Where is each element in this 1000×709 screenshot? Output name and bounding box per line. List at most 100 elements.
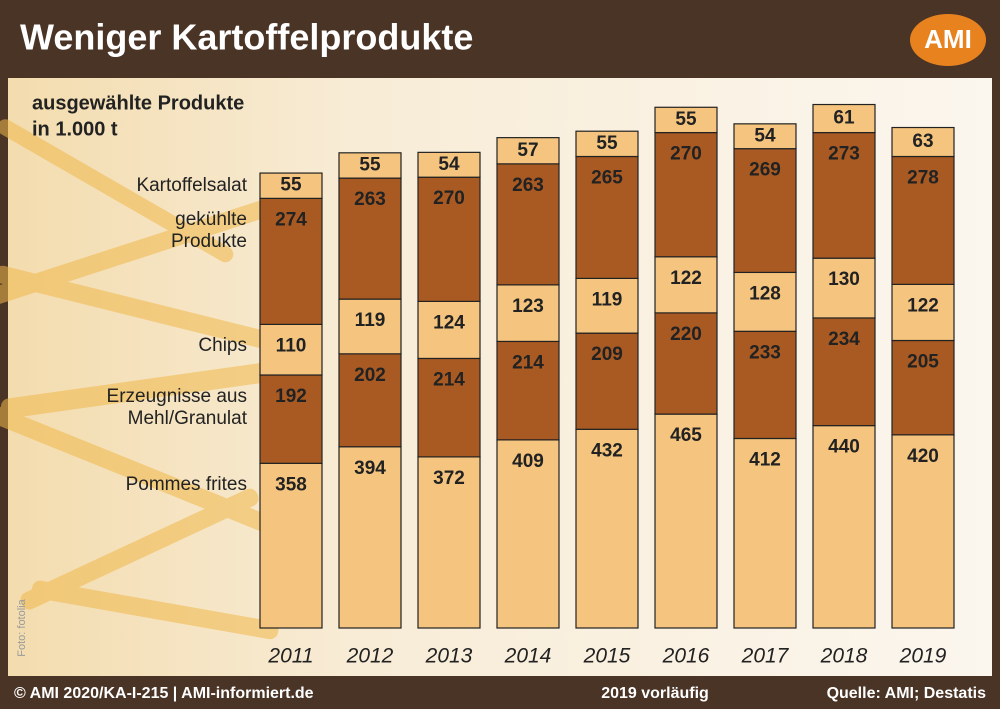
bar-segment bbox=[812, 131, 876, 259]
fries-decoration bbox=[0, 119, 303, 640]
value-label: 440 bbox=[828, 437, 860, 458]
x-tick-label: 2011 bbox=[267, 645, 313, 668]
value-label: 205 bbox=[907, 352, 939, 373]
value-label: 130 bbox=[828, 269, 860, 290]
bar-segment bbox=[417, 300, 481, 360]
value-label: 420 bbox=[907, 446, 939, 467]
chart-title: Weniger Kartoffelprodukte bbox=[20, 17, 473, 58]
value-label: 263 bbox=[354, 189, 386, 210]
value-label: 214 bbox=[512, 352, 544, 373]
bar-segment bbox=[259, 197, 323, 326]
bar-segment bbox=[891, 339, 955, 436]
bar-segment bbox=[259, 462, 323, 629]
bar-segment bbox=[575, 332, 639, 430]
value-label: 63 bbox=[912, 131, 933, 152]
logo: AMI bbox=[924, 24, 972, 54]
bar-segment bbox=[812, 317, 876, 427]
bar-segment bbox=[733, 148, 797, 274]
value-label: 220 bbox=[670, 324, 702, 345]
value-label: 273 bbox=[828, 144, 860, 165]
legend-label: gekühlte Produkte bbox=[170, 209, 247, 253]
bar-segment bbox=[417, 151, 481, 178]
value-label: 234 bbox=[828, 329, 860, 350]
bar-segment bbox=[812, 425, 876, 629]
value-label: 465 bbox=[670, 425, 702, 446]
bar-segment bbox=[496, 284, 560, 343]
x-tick-label: 2015 bbox=[583, 645, 631, 668]
value-label: 122 bbox=[670, 268, 702, 289]
value-label: 278 bbox=[907, 168, 939, 189]
bar-segment bbox=[891, 126, 955, 158]
value-label: 409 bbox=[512, 451, 544, 472]
bar-segment bbox=[654, 312, 718, 415]
value-label: 55 bbox=[596, 133, 618, 154]
bar-segment bbox=[496, 439, 560, 629]
footer-left: © AMI 2020/KA-I-215 | AMI-informiert.de bbox=[14, 685, 314, 702]
legend-label: Chips bbox=[198, 335, 247, 357]
footer-right: Quelle: AMI; Destatis bbox=[827, 685, 987, 702]
x-tick-label: 2019 bbox=[899, 645, 947, 668]
bar-segment bbox=[575, 130, 639, 158]
legend-label: Kartoffelsalat bbox=[136, 174, 247, 196]
value-label: 233 bbox=[749, 342, 781, 363]
value-label: 54 bbox=[438, 154, 460, 175]
bar-segment bbox=[812, 257, 876, 319]
value-label: 192 bbox=[275, 386, 307, 407]
bar-segment bbox=[891, 283, 955, 342]
value-label: 110 bbox=[276, 335, 307, 356]
x-tick-label: 2018 bbox=[820, 645, 868, 668]
value-label: 54 bbox=[754, 125, 776, 146]
bar-segment bbox=[654, 256, 718, 314]
bar-segment bbox=[259, 172, 323, 199]
subtitle: in 1.000 t bbox=[32, 118, 118, 140]
bar-segment bbox=[338, 152, 402, 179]
value-label: 119 bbox=[592, 289, 623, 310]
subtitle: ausgewählte Produkte bbox=[32, 92, 244, 114]
bar-segment bbox=[417, 176, 481, 302]
logo-badge bbox=[910, 14, 986, 66]
bar-segment bbox=[496, 340, 560, 441]
x-tick-label: 2014 bbox=[504, 645, 552, 668]
bar-segment bbox=[575, 428, 639, 629]
value-label: 55 bbox=[675, 109, 697, 130]
bar-segment bbox=[733, 271, 797, 332]
bar-segment bbox=[496, 137, 560, 165]
value-label: 394 bbox=[354, 458, 386, 479]
value-label: 263 bbox=[512, 175, 544, 196]
value-label: 270 bbox=[670, 144, 702, 165]
bar-segment bbox=[891, 434, 955, 629]
bar-segment bbox=[259, 323, 323, 376]
bar-segment bbox=[417, 456, 481, 629]
value-label: 358 bbox=[275, 474, 307, 495]
value-label: 265 bbox=[591, 168, 623, 189]
x-tick-label: 2017 bbox=[741, 645, 790, 668]
value-label: 122 bbox=[907, 295, 939, 316]
legend-label: Pommes frites bbox=[125, 474, 247, 496]
x-tick-label: 2016 bbox=[662, 645, 710, 668]
x-tick-label: 2012 bbox=[346, 645, 394, 668]
bar-segment bbox=[733, 437, 797, 629]
value-label: 412 bbox=[749, 449, 781, 470]
value-label: 55 bbox=[359, 154, 381, 175]
value-label: 57 bbox=[517, 140, 538, 161]
value-label: 119 bbox=[355, 310, 386, 331]
value-label: 128 bbox=[749, 283, 781, 304]
bar-segment bbox=[654, 106, 718, 134]
value-label: 124 bbox=[433, 312, 465, 333]
value-label: 269 bbox=[749, 160, 781, 181]
bar-segment bbox=[575, 155, 639, 280]
legend-label: Erzeugnisse aus Mehl/Granulat bbox=[106, 386, 247, 429]
footer-center: 2019 vorläufig bbox=[601, 685, 709, 702]
value-label: 61 bbox=[833, 108, 855, 129]
value-label: 274 bbox=[275, 209, 307, 230]
bar-segment bbox=[338, 446, 402, 629]
value-label: 209 bbox=[591, 344, 623, 365]
bar-segment bbox=[417, 357, 481, 458]
bar-segment bbox=[733, 330, 797, 440]
value-label: 270 bbox=[433, 188, 465, 209]
bar-segment bbox=[812, 103, 876, 134]
value-label: 372 bbox=[433, 468, 465, 489]
bar-segment bbox=[259, 374, 323, 464]
